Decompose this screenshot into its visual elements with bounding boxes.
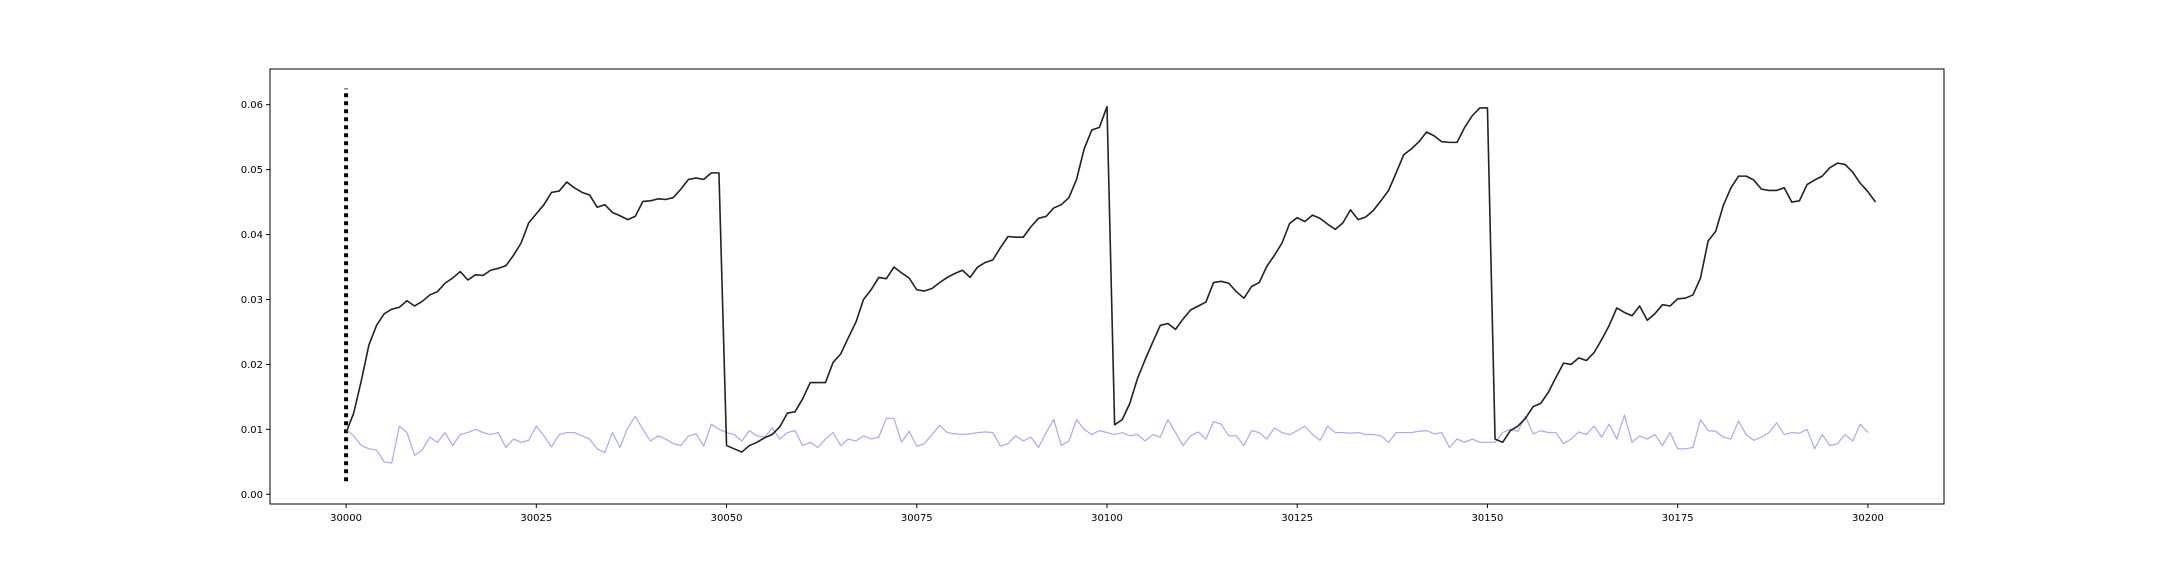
series-layer: [345, 105, 1877, 464]
x-tick-label: 30200: [1852, 513, 1884, 524]
y-tick-label: 0.04: [241, 230, 263, 241]
x-tick-label: 30000: [330, 513, 362, 524]
series-line-1: [345, 105, 1877, 453]
x-tick-label: 30050: [711, 513, 743, 524]
x-tick-label: 30125: [1281, 513, 1313, 524]
y-tick-label: 0.06: [241, 100, 263, 111]
x-tick-label: 30175: [1662, 513, 1694, 524]
y-tick-label: 0.05: [241, 165, 263, 176]
series-line-2: [345, 414, 1869, 464]
y-tick-label: 0.00: [241, 490, 263, 501]
y-tick-label: 0.03: [241, 295, 263, 306]
y-tick-label: 0.01: [241, 425, 263, 436]
x-tick-label: 30075: [901, 513, 933, 524]
axes-layer: 30000 30025 30050 30075 30100 30125 30150 30175…: [241, 100, 1884, 524]
x-tick-label: 30100: [1091, 513, 1123, 524]
x-tick-label: 30025: [520, 513, 552, 524]
y-tick-label: 0.02: [241, 360, 263, 371]
x-tick-label: 30150: [1472, 513, 1504, 524]
